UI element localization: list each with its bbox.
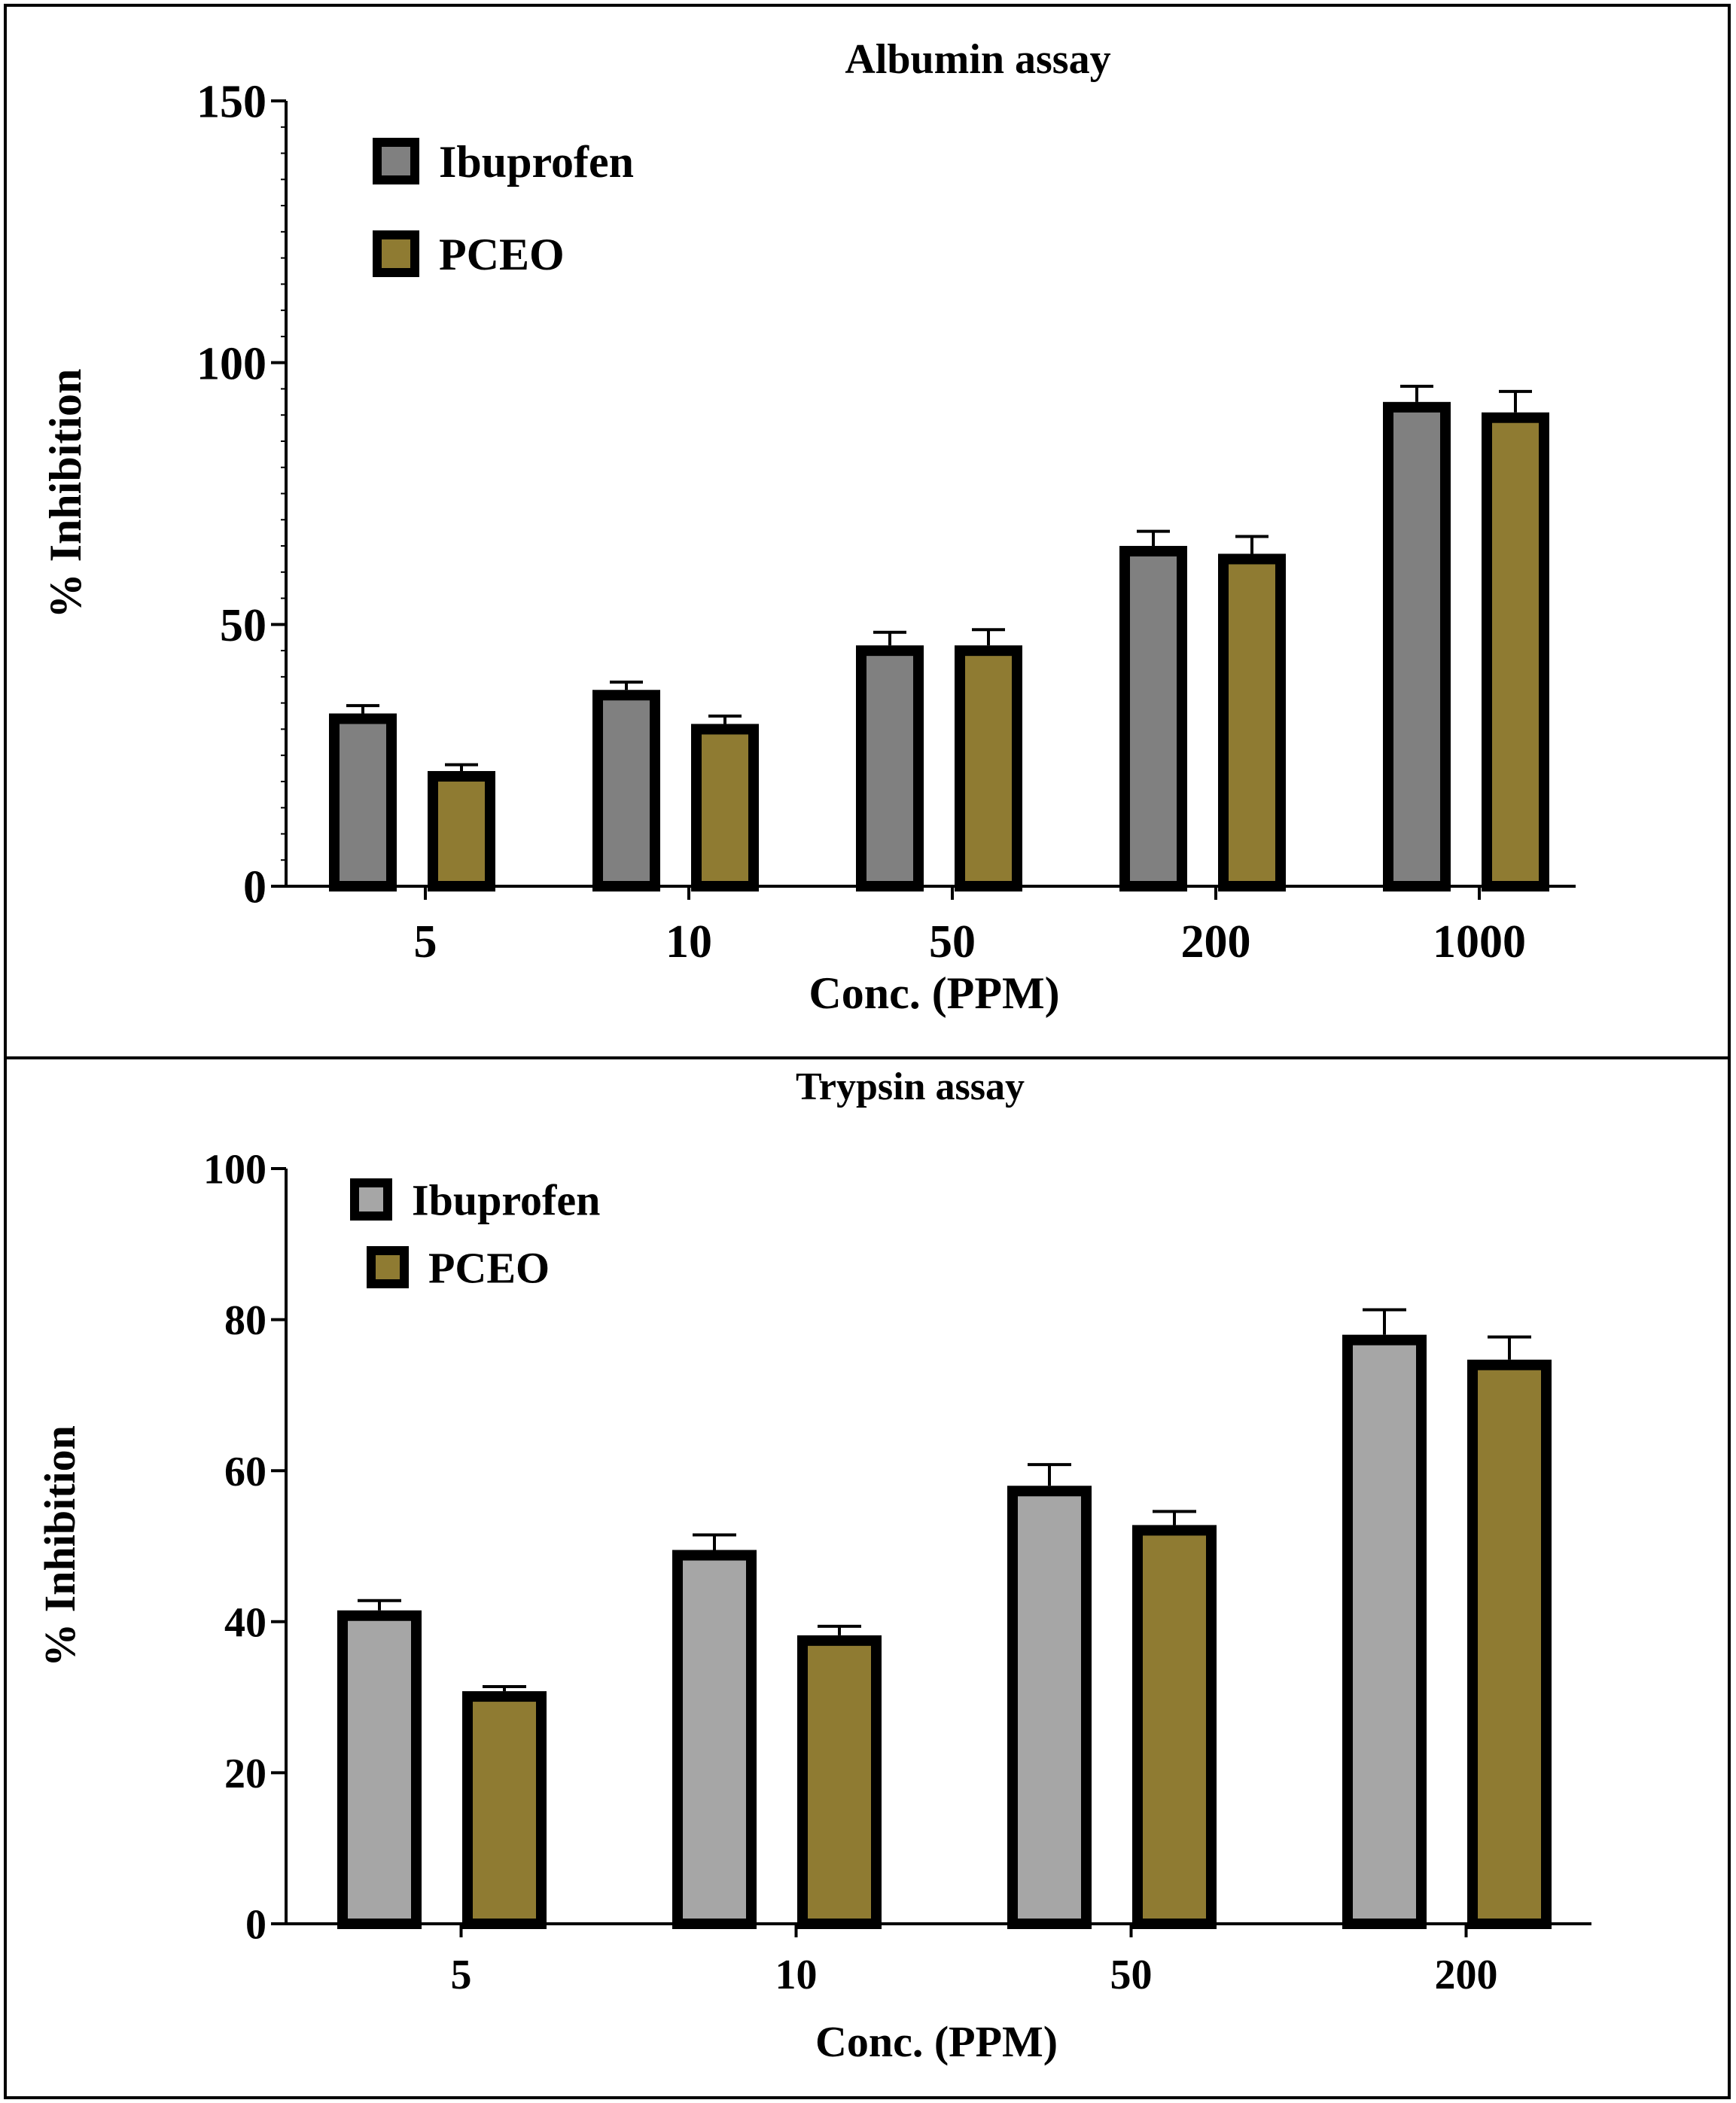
bar-ibuprofen-50 — [1007, 1486, 1092, 1929]
x-axis-label: Conc. (PPM) — [809, 968, 1059, 1018]
trypsin-chart: Trypsin assay % Inhibition Conc. (PPM) 0 20 4… — [35, 1065, 1591, 2066]
y-tick-label: 0 — [245, 1902, 266, 1949]
x-tick-label: 5 — [451, 1952, 472, 1998]
y-tick-label: 60 — [224, 1449, 266, 1495]
y-tick-label: 50 — [220, 600, 266, 651]
y-axis-label: % Inhibition — [35, 1425, 84, 1667]
legend-swatch-ibuprofen — [350, 1178, 392, 1221]
x-tick-label: 50 — [1110, 1952, 1153, 1998]
bar-ibuprofen-200 — [1119, 546, 1187, 891]
bar-pceo-50 — [1132, 1525, 1217, 1929]
legend-label-pceo: PCEO — [428, 1243, 550, 1292]
legend-label-ibuprofen: Ibuprofen — [439, 137, 634, 187]
bar-ibuprofen-10 — [592, 690, 660, 891]
x-tick-label: 200 — [1181, 916, 1251, 968]
bar-ibuprofen-5 — [337, 1610, 422, 1929]
y-tick-label: 150 — [196, 77, 266, 128]
bar-pceo-10 — [797, 1635, 882, 1929]
bar-pceo-5 — [428, 771, 495, 891]
x-tick-label: 50 — [929, 916, 976, 968]
bar-ibuprofen-50 — [856, 645, 924, 891]
bar-ibuprofen-5 — [329, 713, 397, 891]
albumin-chart-panel: Albumin assay % Inhibition Conc. (PPM) 0 50 1… — [4, 4, 1731, 1059]
y-tick-label: 100 — [203, 1147, 266, 1193]
bar-ibuprofen-1000 — [1383, 401, 1451, 891]
legend-swatch-pceo — [367, 1246, 409, 1288]
bar-pceo-200 — [1467, 1359, 1552, 1930]
legend-swatch-ibuprofen — [373, 138, 419, 184]
legend-label-ibuprofen: Ibuprofen — [412, 1175, 600, 1224]
albumin-chart: Albumin assay % Inhibition Conc. (PPM) 0 50 1… — [41, 36, 1576, 1018]
y-tick-label: 80 — [224, 1297, 266, 1344]
legend-swatch-pceo — [373, 230, 419, 277]
bar-ibuprofen-200 — [1342, 1334, 1427, 1930]
bar-pceo-1000 — [1482, 412, 1549, 891]
x-tick-label: 200 — [1435, 1952, 1498, 1998]
bar-ibuprofen-10 — [672, 1550, 757, 1929]
y-axis-label: % Inhibition — [41, 369, 90, 619]
y-tick-label: 0 — [243, 862, 266, 913]
bar-pceo-50 — [955, 645, 1022, 891]
chart-title: Albumin assay — [845, 36, 1110, 83]
bar-pceo-5 — [462, 1691, 547, 1929]
y-tick-label: 40 — [224, 1599, 266, 1646]
chart-title: Trypsin assay — [796, 1065, 1025, 1108]
y-tick-label: 20 — [224, 1751, 266, 1797]
bar-pceo-200 — [1218, 553, 1286, 891]
x-tick-label: 10 — [775, 1952, 818, 1998]
legend-label-pceo: PCEO — [439, 230, 565, 279]
x-axis-label: Conc. (PPM) — [815, 2017, 1058, 2066]
x-tick-label: 5 — [414, 916, 437, 968]
x-tick-label: 10 — [665, 916, 712, 968]
trypsin-chart-panel: Trypsin assay % Inhibition Conc. (PPM) 0 20 4… — [4, 1059, 1731, 2099]
y-tick-label: 100 — [196, 338, 266, 389]
x-tick-label: 1000 — [1433, 916, 1526, 968]
bar-pceo-10 — [691, 724, 759, 891]
